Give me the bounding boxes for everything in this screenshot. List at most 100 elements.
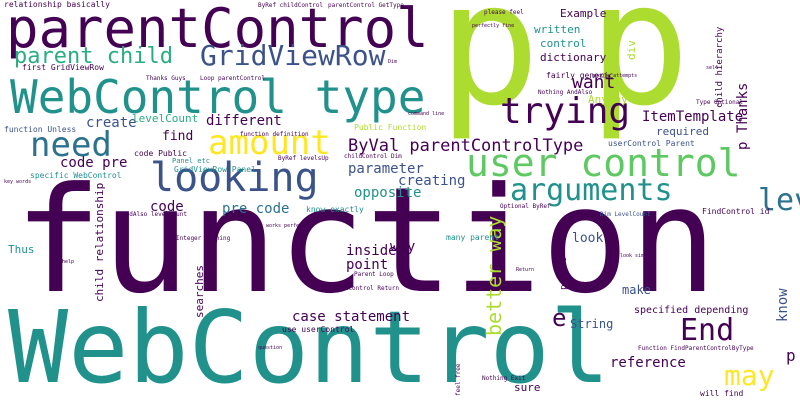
cloud-word: opposite bbox=[354, 185, 422, 201]
cloud-word: p Thanks bbox=[735, 82, 751, 150]
cloud-word: searches bbox=[193, 265, 206, 318]
cloud-word: p bbox=[786, 346, 796, 365]
cloud-word: will find bbox=[700, 389, 744, 398]
cloud-word: Nothing Exit bbox=[482, 375, 526, 382]
cloud-word: google attempts bbox=[592, 73, 638, 79]
cloud-word: pre code bbox=[222, 201, 290, 217]
cloud-word: GridViewRow bbox=[200, 39, 386, 72]
cloud-word: function Unless bbox=[4, 125, 77, 134]
cloud-word: case statement bbox=[292, 309, 411, 325]
cloud-word: p bbox=[588, 0, 691, 144]
cloud-word: specified depending bbox=[634, 305, 749, 316]
cloud-word: need bbox=[30, 125, 112, 165]
cloud-word: Return bbox=[516, 267, 535, 273]
cloud-word: look simple bbox=[620, 253, 654, 259]
cloud-word: first GridViewRow bbox=[22, 63, 104, 72]
cloud-word: code Public bbox=[134, 149, 187, 158]
cloud-word: End bbox=[680, 313, 735, 348]
cloud-word: WebControl bbox=[8, 289, 611, 400]
cloud-word: find bbox=[162, 129, 194, 144]
cloud-word: childControl Dim bbox=[344, 153, 402, 160]
cloud-word: dictionary bbox=[540, 51, 607, 64]
cloud-word: Nothing AndAlso bbox=[538, 89, 593, 96]
cloud-word: make bbox=[622, 283, 651, 297]
cloud-word: Dim bbox=[388, 59, 398, 65]
cloud-word: parentControl GetType bbox=[328, 2, 404, 9]
cloud-word: know bbox=[775, 288, 791, 322]
cloud-word: perfectly fine bbox=[472, 23, 515, 29]
cloud-word: ByRef childControl bbox=[258, 2, 324, 9]
cloud-word: Example bbox=[560, 7, 607, 20]
cloud-word: levelCount bbox=[132, 112, 199, 125]
cloud-word: fairly generic bbox=[546, 71, 614, 80]
cloud-word: AndAlso levelCount bbox=[122, 211, 188, 218]
cloud-word: arguments bbox=[510, 173, 673, 208]
cloud-word: help bbox=[62, 259, 75, 265]
cloud-word: Integer Nothing bbox=[176, 235, 231, 242]
cloud-word: use userControl bbox=[282, 325, 355, 334]
cloud-word: div bbox=[625, 40, 638, 60]
cloud-word: feel free bbox=[455, 363, 462, 396]
cloud-word: parameter bbox=[348, 161, 424, 177]
cloud-word: inside bbox=[346, 243, 397, 259]
cloud-word: Anyway bbox=[588, 93, 628, 106]
cloud-word: Loop parentControl bbox=[200, 75, 266, 82]
cloud-word: e bbox=[552, 304, 567, 332]
cloud-word: user control bbox=[466, 141, 741, 185]
cloud-word: question bbox=[258, 345, 283, 351]
cloud-word: way bbox=[390, 239, 416, 255]
cloud-word: child relationship bbox=[93, 182, 106, 302]
cloud-word: look bbox=[572, 231, 604, 246]
cloud-word: Optional ByRef bbox=[500, 203, 551, 210]
cloud-word: amount bbox=[208, 123, 331, 163]
cloud-word: Thanks Guys bbox=[146, 75, 186, 82]
cloud-word: Parent Loop bbox=[354, 271, 394, 278]
cloud-word: ByVal parentControlType bbox=[348, 136, 584, 156]
cloud-word: create bbox=[86, 115, 137, 131]
cloud-word: Dim LevelCount bbox=[600, 211, 651, 218]
cloud-word: self bbox=[706, 65, 719, 71]
cloud-word: relationship basically bbox=[4, 0, 110, 9]
cloud-word: Thus bbox=[8, 243, 35, 256]
cloud-word: creating bbox=[398, 173, 466, 189]
cloud-word: please feel bbox=[484, 9, 524, 16]
cloud-word: function bbox=[14, 156, 718, 326]
cloud-word: p bbox=[438, 0, 541, 144]
cloud-word: parentControl bbox=[6, 0, 429, 60]
cloud-word: may bbox=[724, 359, 775, 392]
cloud-word: Type Optional bbox=[696, 99, 743, 106]
cloud-word: function definition bbox=[240, 131, 309, 138]
cloud-word: ByRef levelsUp bbox=[278, 155, 329, 162]
cloud-word: looking bbox=[150, 155, 319, 201]
cloud-word: code pre bbox=[60, 155, 128, 171]
cloud-word: know exactly bbox=[306, 205, 364, 214]
cloud-word: want bbox=[572, 72, 616, 93]
cloud-word: sure bbox=[514, 381, 541, 394]
cloud-word: GridViewRow Panel bbox=[174, 165, 256, 174]
cloud-word: WebControl type bbox=[10, 70, 426, 124]
cloud-word: many parent bbox=[446, 233, 499, 242]
cloud-word: reference bbox=[610, 355, 686, 371]
cloud-word: Panel etc bbox=[172, 157, 210, 165]
cloud-word: specific WebControl bbox=[30, 171, 122, 180]
cloud-word: findControl Return bbox=[334, 285, 400, 292]
cloud-word: control bbox=[540, 37, 587, 50]
cloud-word: Function FindParentControlByType bbox=[638, 345, 754, 352]
cloud-word: FindControl id bbox=[702, 207, 770, 216]
cloud-word: Public Function bbox=[354, 123, 427, 132]
cloud-word: key words bbox=[4, 179, 32, 185]
cloud-word: required bbox=[656, 125, 709, 138]
cloud-word: code bbox=[150, 199, 184, 215]
cloud-word: userControl Parent bbox=[608, 139, 695, 148]
cloud-word: written bbox=[534, 23, 581, 36]
cloud-word: parent bbox=[559, 257, 569, 290]
cloud-word v: levelsUp bbox=[758, 183, 800, 218]
cloud-word: String bbox=[570, 317, 614, 331]
cloud-word: parent child bbox=[14, 44, 173, 69]
cloud-word: point bbox=[346, 257, 389, 273]
cloud-word: trying bbox=[500, 91, 631, 132]
cloud-word: different bbox=[206, 113, 282, 129]
cloud-word: ItemTemplate bbox=[642, 109, 744, 125]
cloud-word: works perfectly bbox=[266, 223, 312, 229]
